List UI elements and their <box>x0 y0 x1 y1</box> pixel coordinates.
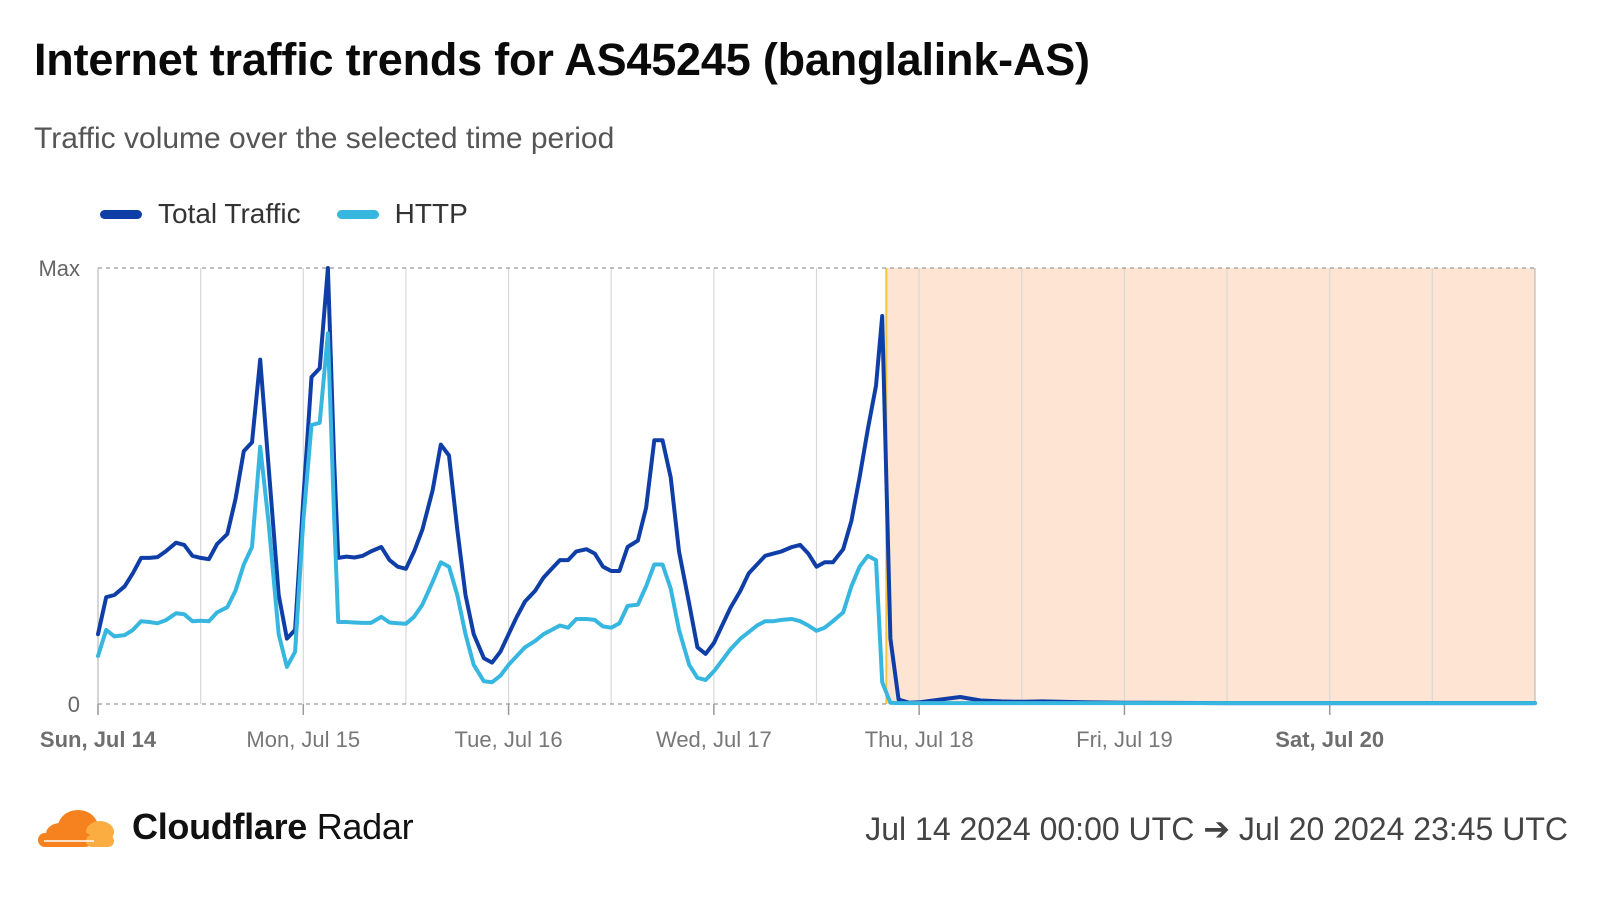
legend-swatch-total-traffic <box>100 209 142 219</box>
y-tick-label: 0 <box>68 692 80 717</box>
x-tick-label: Wed, Jul 17 <box>656 727 772 752</box>
x-tick-label: Mon, Jul 15 <box>246 727 360 752</box>
cloudflare-cloud-icon <box>38 810 114 847</box>
page-subtitle: Traffic volume over the selected time pe… <box>34 122 615 155</box>
y-tick-label: Max <box>38 256 80 281</box>
x-tick-label: Sat, Jul 20 <box>1275 727 1384 752</box>
x-tick-label: Fri, Jul 19 <box>1076 727 1173 752</box>
traffic-chart: 0 Max Sun, Jul 14 Mon, Jul 15 Tue, Jul 16 Wed… <box>38 256 1537 752</box>
series-line-total-traffic <box>96 266 1537 706</box>
date-range: Jul 14 2024 00:00 UTC ➔ Jul 20 2024 23:4… <box>865 811 1568 847</box>
legend-item-http[interactable]: HTTP <box>336 198 468 230</box>
series-line-http <box>96 331 1537 706</box>
outage-region <box>886 268 1535 704</box>
x-tick-label: Thu, Jul 18 <box>865 727 974 752</box>
cloudflare-radar-logo: Cloudflare Radar <box>34 806 414 848</box>
legend-swatch-http <box>336 209 379 219</box>
chart-legend: Total Traffic HTTP <box>100 198 468 230</box>
legend-label-total-traffic: Total Traffic <box>158 198 301 229</box>
page-title: Internet traffic trends for AS45245 (ban… <box>34 34 1090 85</box>
legend-label-http: HTTP <box>394 198 468 229</box>
brand-text: Cloudflare Radar <box>132 806 414 847</box>
x-tick-label: Sun, Jul 14 <box>40 727 157 752</box>
legend-item-total-traffic[interactable]: Total Traffic <box>100 198 301 230</box>
x-tick-label: Tue, Jul 16 <box>455 727 563 752</box>
